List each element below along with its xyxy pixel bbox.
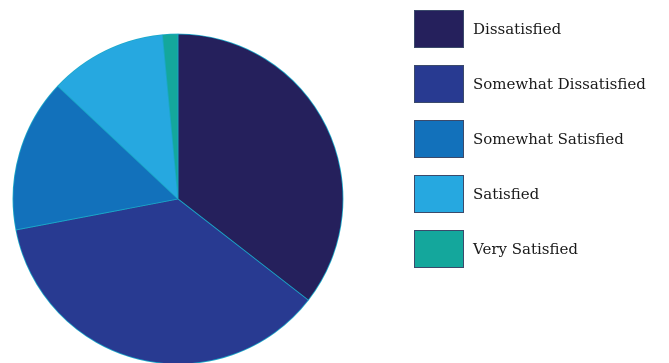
pie-slice-somewhat-dissatisfied	[15, 198, 309, 363]
legend-item-dissatisfied: Dissatisfied	[414, 9, 669, 49]
legend-label: Satisfied	[473, 185, 540, 203]
legend-item-very-satisfied: Very Satisfied	[414, 229, 669, 269]
pie-slice-dissatisfied	[177, 33, 344, 301]
legend-label: Somewhat Dissatisfied	[473, 75, 646, 93]
legend-swatch	[414, 230, 464, 268]
pie-slice-very-satisfied	[162, 33, 179, 200]
legend-swatch	[414, 65, 464, 103]
legend: Dissatisfied Somewhat Dissatisfied Somewha…	[414, 9, 669, 284]
legend-label: Very Satisfied	[473, 240, 578, 258]
legend-item-somewhat-dissatisfied: Somewhat Dissatisfied	[414, 64, 669, 104]
legend-swatch	[414, 10, 464, 48]
legend-swatch	[414, 175, 464, 213]
legend-label: Dissatisfied	[473, 20, 562, 38]
pie-slice-somewhat-satisfied	[12, 85, 179, 231]
legend-label: Somewhat Satisfied	[473, 130, 624, 148]
pie-slice-satisfied	[57, 34, 179, 200]
legend-item-satisfied: Satisfied	[414, 174, 669, 214]
legend-swatch	[414, 120, 464, 158]
legend-item-somewhat-satisfied: Somewhat Satisfied	[414, 119, 669, 159]
